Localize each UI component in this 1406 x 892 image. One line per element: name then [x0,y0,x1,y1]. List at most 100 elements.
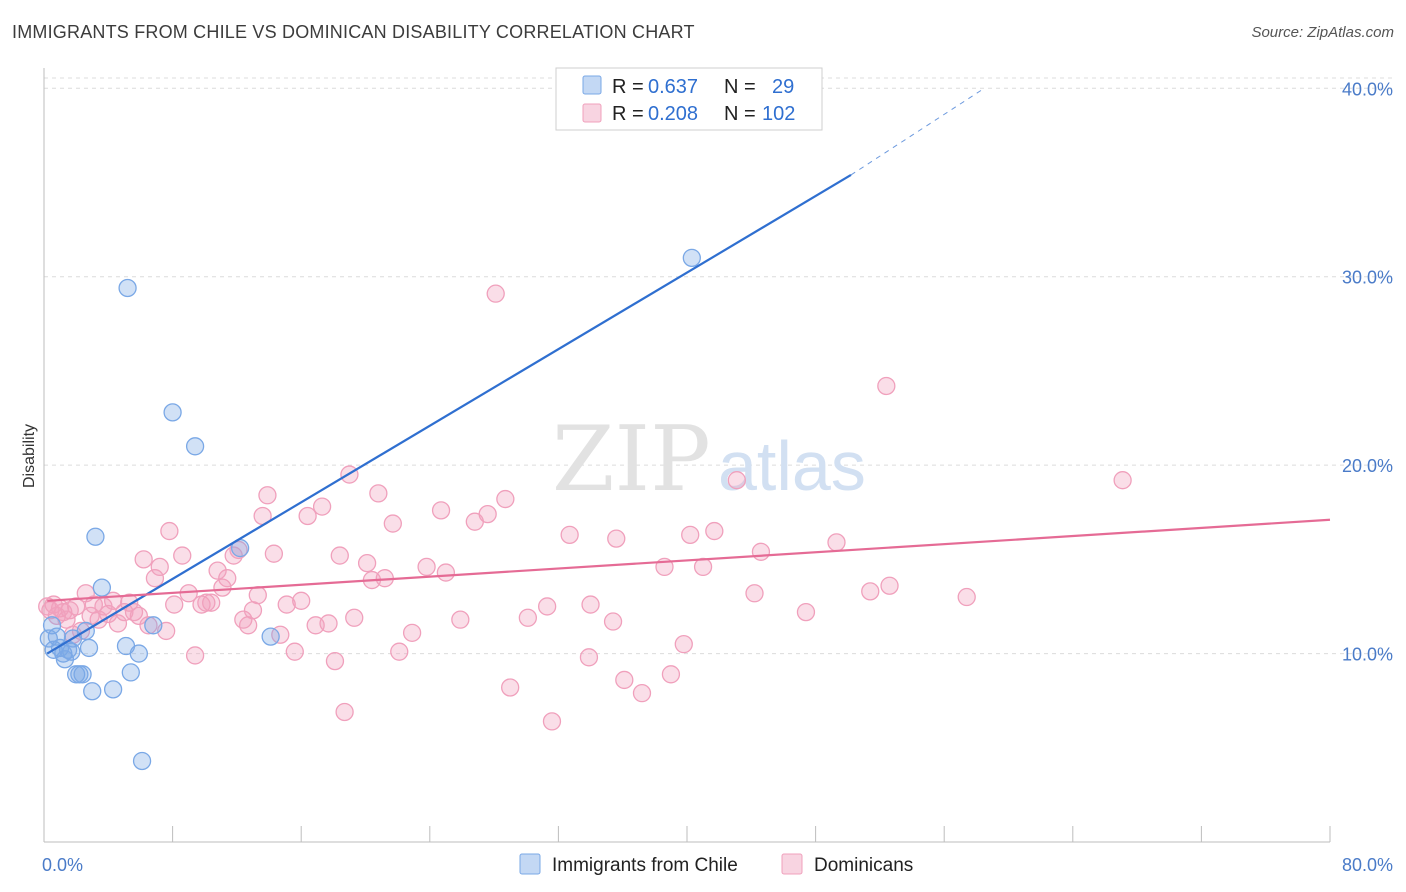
point-dominicans [383,514,402,533]
point-dominicans [243,601,263,620]
point-dominicans [615,670,634,690]
point-dominicans [486,284,505,303]
point-dominicans [234,610,253,629]
point-dominicans [705,521,724,541]
point-chile [42,616,62,635]
point-dominicans [431,501,451,520]
point-dominicans [661,665,681,684]
point-dominicans [319,614,338,633]
point-dominicans [1113,471,1132,490]
point-dominicans [861,582,880,601]
point-dominicans [239,616,258,635]
point-dominicans [345,608,364,627]
watermark-atlas: atlas [718,427,866,505]
legend-n-value-chile: 29 [772,76,794,98]
legend-label-chile: Immigrants from Chile [552,855,738,876]
point-chile [47,627,67,646]
point-dominicans [134,550,153,569]
point-dominicans [185,646,205,665]
y-tick-labels: 10.0% 20.0% 30.0% 40.0% [1342,79,1393,664]
point-dominicans [417,557,436,577]
point-dominicans [436,563,456,582]
point-dominicans [139,616,158,635]
point-chile [129,644,148,663]
point-dominicans [542,712,562,731]
point-dominicans [607,529,626,548]
point-dominicans [325,651,345,671]
point-dominicans [160,521,179,541]
x-tick-labels: 0.0% 80.0% [42,855,1393,875]
y-tick-label: 40.0% [1342,79,1393,99]
point-dominicans [496,489,515,509]
x-tick-label: 80.0% [1342,855,1393,875]
point-dominicans [298,506,317,526]
point-dominicans [335,702,354,722]
point-dominicans [357,553,377,573]
point-dominicans [827,533,846,552]
point-chile [73,665,92,684]
point-dominicans [518,608,538,627]
legend-r-value-chile: 0.637 [648,76,698,98]
point-dominicans [173,546,192,565]
point-chile [132,751,152,771]
point-dominicans [264,544,284,563]
legend-label-dominicans: Dominicans [814,855,913,876]
point-dominicans [581,595,600,614]
point-dominicans [501,678,520,697]
point-chile [83,682,102,701]
point-dominicans [165,595,184,614]
point-dominicans [277,595,296,614]
y-tick-label: 30.0% [1342,268,1393,288]
point-dominicans [369,484,388,503]
legend-box [555,67,823,131]
point-dominicans [693,557,713,577]
point-dominicans [258,486,277,505]
point-dominicans [213,578,232,597]
watermark: ZIP atlas [552,407,866,512]
point-dominicans [880,576,899,595]
point-dominicans [197,593,216,612]
point-chile [121,663,140,682]
point-dominicans [129,606,148,626]
point-dominicans [632,683,652,703]
y-tick-label: 10.0% [1342,645,1393,665]
point-dominicans [292,591,311,610]
point-chile [163,403,182,422]
point-chile [144,616,163,635]
chart-title: IMMIGRANTS FROM CHILE VS DOMINICAN DISAB… [12,22,695,42]
stats-legend: R = 0.637 N = 29 R = 0.208 N = 102 [555,67,823,131]
point-dominicans [330,546,349,565]
point-dominicans [224,546,243,565]
point-chile [682,248,701,268]
point-chile [92,578,112,597]
legend-swatch-dominicans [781,853,803,875]
point-dominicans [202,593,221,612]
point-dominicans [150,557,169,577]
point-dominicans [603,612,623,631]
gridlines [44,77,1394,655]
legend-swatch-dominicans [582,103,602,123]
point-chile [86,527,105,546]
point-dominicans [681,525,700,545]
series-legend: Immigrants from Chile Dominicans [519,853,913,876]
trend-line-dominicans [47,518,1331,602]
y-tick-label: 20.0% [1342,456,1393,476]
chart-source: Source: ZipAtlas.com [1251,24,1394,41]
legend-n-label: N = [724,76,756,98]
watermark-zip: ZIP [552,407,711,512]
point-dominicans [451,610,470,629]
point-dominicans [402,623,422,642]
y-axis-label: Disability [21,424,38,488]
point-chile [103,680,123,699]
point-dominicans [248,586,267,605]
point-dominicans [312,497,332,516]
point-dominicans [108,614,128,633]
legend-swatch-chile [582,75,602,95]
legend-r-label: R = [612,103,644,125]
point-chile [118,278,137,298]
point-dominicans [478,504,497,524]
point-dominicans [727,471,746,490]
legend-r-value-dominicans: 0.208 [648,103,698,125]
point-dominicans [390,642,409,661]
